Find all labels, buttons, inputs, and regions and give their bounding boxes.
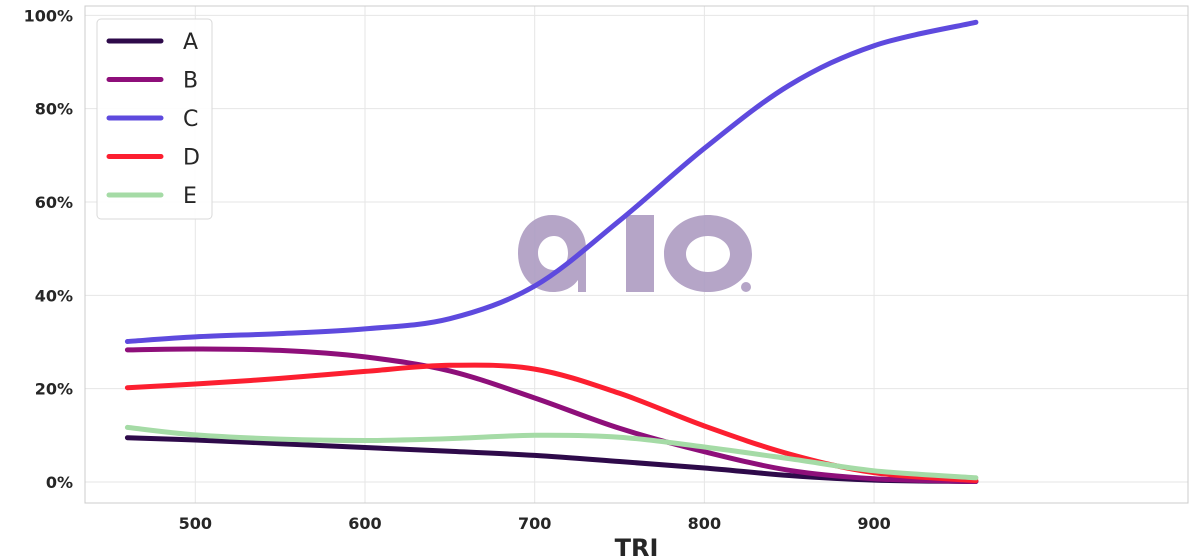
legend-label-b: B [183, 69, 198, 94]
x-tick-label: 700 [518, 514, 551, 533]
y-tick-label: 0% [46, 473, 73, 492]
y-tick-label: 80% [35, 100, 73, 119]
y-tick-label: 100% [24, 6, 73, 25]
y-axis-ticks: 0% 20% 40% 60% 80% 100% [24, 6, 73, 492]
plot-frame [84, 5, 1189, 504]
watermark-a [518, 215, 586, 292]
x-tick-label: 500 [179, 514, 212, 533]
watermark-o [664, 215, 752, 292]
x-axis-ticks: 500 600 700 800 900 [179, 514, 891, 533]
series-group [124, 19, 979, 484]
x-tick-label: 600 [348, 514, 381, 533]
legend-label-e: E [183, 184, 197, 209]
series-line-b [124, 346, 979, 484]
watermark-i [626, 215, 654, 292]
x-tick-label: 900 [857, 514, 890, 533]
legend-label-d: D [183, 146, 200, 171]
watermark-dot [741, 282, 751, 292]
series-line-e [124, 424, 979, 481]
x-tick-label: 800 [688, 514, 721, 533]
x-axis-title: TRI [615, 534, 659, 560]
watermark-logo [518, 215, 752, 292]
legend-label-a: A [183, 30, 198, 55]
series-line-a [124, 435, 979, 484]
series-line-c [124, 19, 979, 344]
y-tick-label: 20% [35, 380, 73, 399]
y-tick-label: 60% [35, 193, 73, 212]
y-tick-label: 40% [35, 286, 73, 305]
legend-label-c: C [183, 107, 198, 132]
